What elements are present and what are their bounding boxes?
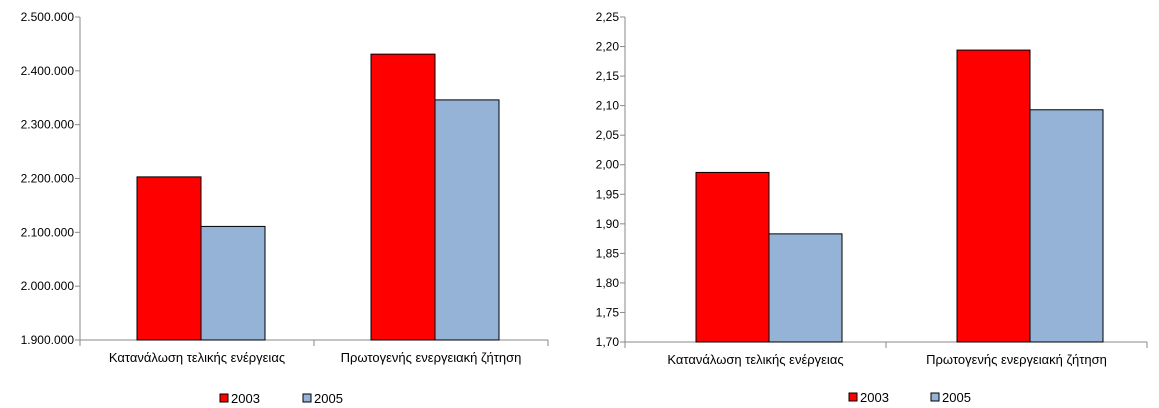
right-legend-label-2003: 2003: [860, 390, 889, 405]
right-y-tick-label: 2,00: [596, 158, 620, 172]
left-bar-2005-2: [434, 99, 500, 341]
left-category-label: Πρωτογενής ενεργειακή ζήτηση: [341, 350, 522, 365]
right-category-label: Πρωτογενής ενεργειακή ζήτηση: [926, 352, 1107, 367]
right-y-tick-label: 1,95: [596, 187, 620, 201]
right-bar-2005-2: [1029, 109, 1104, 343]
chart-right: 1,70 1,75 1,80 1,85 1,90 1,95 2,00 2,05 2,10 2,15…: [596, 10, 1148, 405]
right-legend-swatch-2005: [930, 392, 940, 402]
left-bar-2005-1: [200, 225, 266, 341]
left-y-tick-label: 2.300.000: [21, 118, 75, 132]
right-y-tick-label: 1,70: [596, 335, 620, 349]
right-bar-2003-1: [695, 171, 770, 343]
right-y-tick-label: 2,15: [596, 69, 620, 83]
right-y-tick-label: 2,10: [596, 99, 620, 113]
right-y-tick-label: 1,80: [596, 276, 620, 290]
left-y-tick-label: 2.100.000: [21, 225, 75, 239]
left-y-tick-label: 2.000.000: [21, 279, 75, 293]
left-y-tick-label: 2.500.000: [21, 10, 75, 24]
right-y-tick-label: 1,90: [596, 217, 620, 231]
right-y-tick-label: 1,75: [596, 305, 620, 319]
right-legend-swatch-2003: [848, 392, 858, 402]
left-y-tick-label: 2.200.000: [21, 172, 75, 186]
left-bar-2003-2: [370, 53, 436, 341]
left-legend-swatch-2003: [219, 393, 229, 403]
left-legend-label-2003: 2003: [231, 391, 260, 406]
right-bar-2003-2: [956, 49, 1031, 343]
right-y-tick-label: 2,05: [596, 128, 620, 142]
left-bar-2003-1: [136, 176, 202, 341]
right-y-tick-label: 1,85: [596, 246, 620, 260]
left-y-tick-label: 2.400.000: [21, 64, 75, 78]
right-legend-label-2005: 2005: [942, 390, 971, 405]
left-category-label: Κατανάλωση τελικής ενέργειας: [109, 350, 285, 365]
left-y-tick-label: 1.900.000: [21, 333, 75, 347]
right-y-tick-label: 2,25: [596, 10, 620, 24]
right-y-tick-label: 2,20: [596, 40, 620, 54]
left-legend-swatch-2005: [302, 393, 312, 403]
left-legend-label-2005: 2005: [314, 391, 343, 406]
chart-left: 1.900.000 2.000.000 2.100.000 2.200.000 2.30…: [21, 10, 549, 406]
right-category-label: Κατανάλωση τελικής ενέργειας: [667, 352, 843, 367]
right-bar-2005-1: [768, 233, 843, 343]
